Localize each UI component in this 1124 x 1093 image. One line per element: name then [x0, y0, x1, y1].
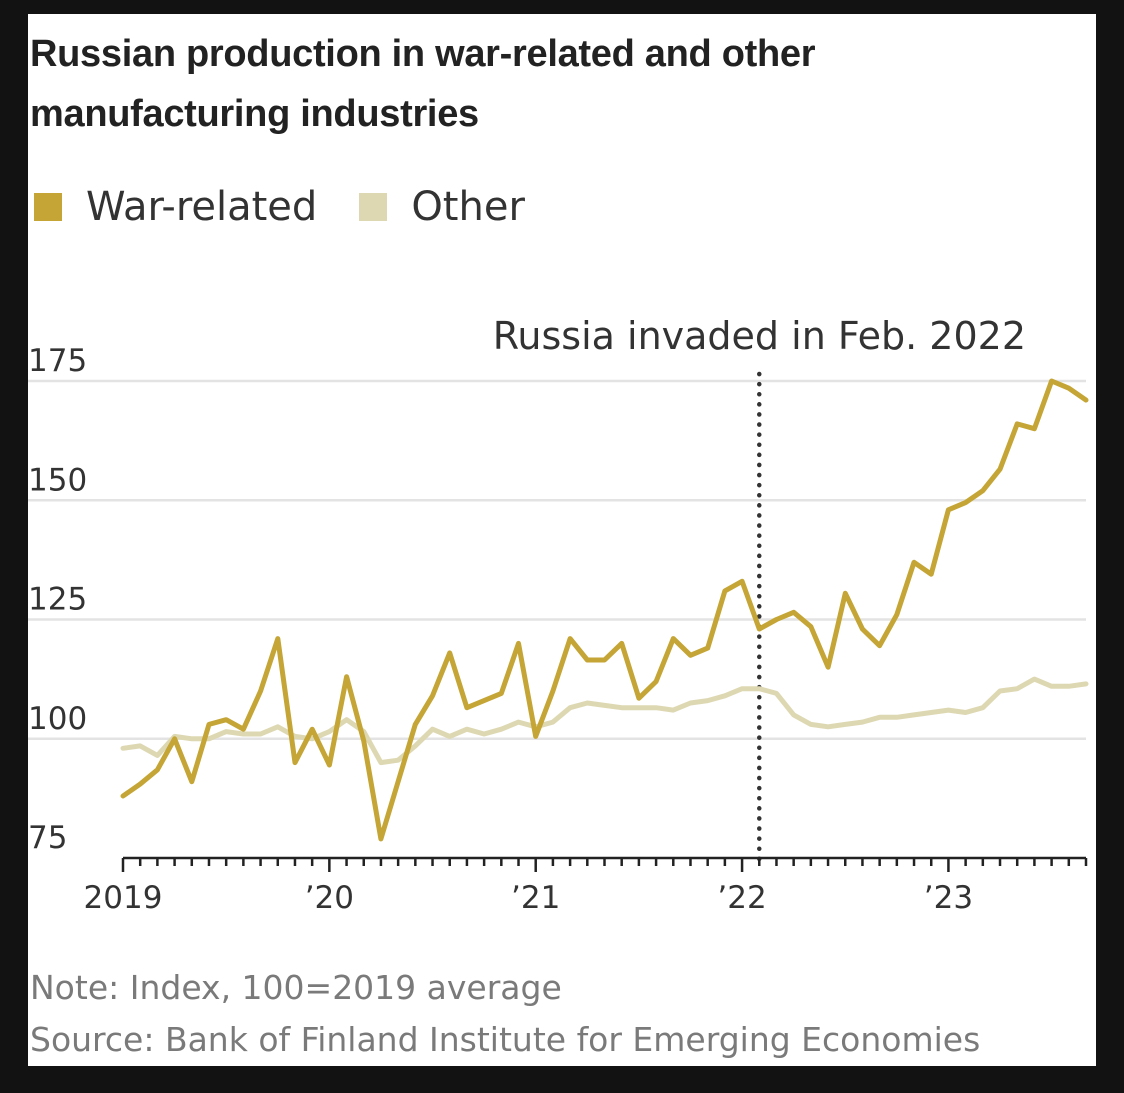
x-tick-label: 2019 — [84, 880, 163, 916]
legend: War-related Other — [28, 182, 561, 232]
legend-swatch-other — [359, 193, 388, 221]
series-lines — [120, 378, 1089, 842]
legend-item-other: Other — [353, 184, 525, 230]
y-tick-label-100: 100 — [28, 701, 87, 737]
x-tick-label: ’23 — [924, 880, 973, 916]
series-line-war-related — [120, 378, 1089, 842]
y-tick-label-75: 75 — [28, 820, 67, 856]
y-tick-labels: 75 100 125 150 175 — [28, 343, 87, 856]
legend-swatch-war — [34, 193, 62, 221]
chart-source: Source: Bank of Finland Institute for Em… — [30, 1020, 981, 1059]
legend-item-war: War-related — [28, 184, 317, 230]
x-tick-label: ’22 — [717, 880, 766, 916]
chart-title: Russian production in war-related and ot… — [30, 33, 816, 135]
y-tick-label-150: 150 — [28, 462, 87, 498]
x-axis: 2019 ’20 ’21 ’22 ’23 — [84, 856, 1088, 916]
line-chart: 75 100 125 150 175 Russia invaded in Feb. 20… — [28, 314, 1089, 916]
x-tick-label: ’20 — [305, 880, 354, 916]
y-tick-label-175: 175 — [28, 343, 87, 379]
annotation-group: Russia invaded in Feb. 2022 — [493, 314, 1026, 863]
chart-note: Note: Index, 100=2019 average — [30, 968, 562, 1007]
y-tick-label-125: 125 — [28, 582, 87, 618]
chart-card: Russian production in war-related and ot… — [28, 14, 1096, 1066]
x-tick-label: ’21 — [511, 880, 560, 916]
series-line-other — [120, 676, 1089, 766]
legend-label-other: Other — [411, 184, 525, 230]
invasion-annotation: Russia invaded in Feb. 2022 — [493, 314, 1026, 358]
legend-label-war: War-related — [86, 184, 318, 230]
